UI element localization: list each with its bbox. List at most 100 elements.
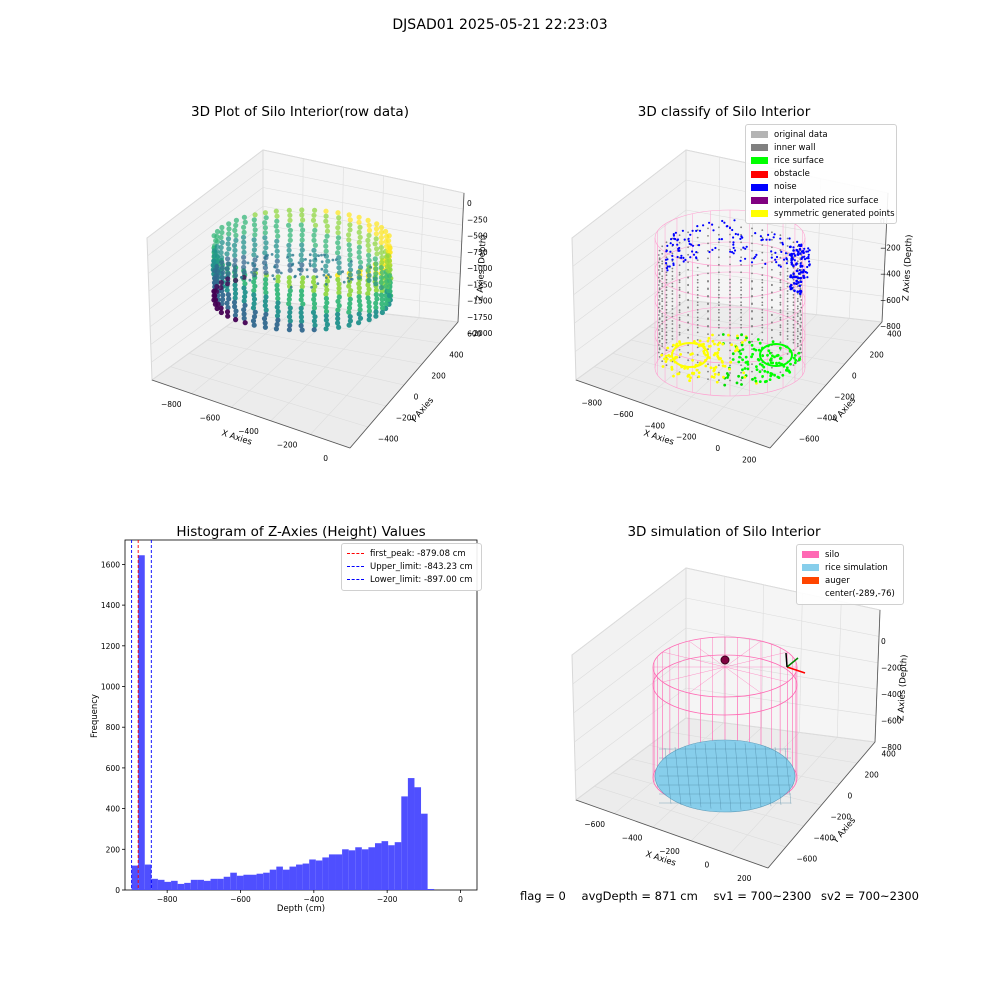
noise-point [750,261,754,264]
rice-surface-point [758,370,762,374]
rice-surface-point [778,346,782,350]
rice-surface-point [664,354,668,358]
status-footer: flag = 0 avgDepth = 871 cm sv1 = 700~230… [520,889,931,903]
grid-line [151,379,351,449]
data-point [385,268,392,274]
grid-line [761,584,764,728]
data-point [384,278,390,285]
histogram-bar [184,882,191,890]
inner-wall-point [729,319,731,322]
inner-wall-point [740,301,742,304]
inner-wall-point [671,327,674,330]
inner-wall-point [707,242,709,245]
data-point [218,234,224,241]
data-point [386,238,392,244]
data-point [385,253,391,259]
data-point [369,266,373,269]
data-point [386,301,392,307]
rice-surface-point [758,341,762,345]
inner-wall-point [779,294,782,297]
silo-ring [654,271,806,329]
p1-ylabel: Y Axies [408,395,436,426]
grid-line [685,239,885,271]
legend-swatch [802,577,819,585]
data-point [335,250,341,256]
data-point [294,274,297,278]
data-point [231,299,238,305]
noise-point [802,269,805,273]
inner-wall-point [661,330,664,333]
histogram-bar [276,866,283,890]
inner-wall-point [792,326,795,329]
rice-surface-point [727,333,730,337]
data-point [242,289,248,295]
legend-label: auger [825,575,850,586]
inner-wall-point [796,262,799,265]
y-tick-label: 1600 [101,560,120,569]
rice-surface-point [766,370,770,374]
inner-wall-point [687,291,689,294]
inner-wall-point [729,323,731,326]
noise-point [792,275,796,279]
data-point [287,237,293,243]
inner-wall-point [687,231,689,234]
inner-wall-point [792,356,795,359]
x-tick-label: 0 [458,895,463,904]
noise-point [797,276,800,280]
inner-wall-point [671,293,674,295]
noise-point [708,221,711,224]
data-point [365,267,371,273]
data-point [242,272,248,278]
data-point [255,267,259,271]
inner-wall-point [761,304,764,306]
noise-point [793,254,797,257]
data-point [214,288,220,295]
p1-y-tick: −200 [396,414,417,423]
p1-point-cloud [210,207,394,333]
data-point [312,252,318,258]
inner-wall-point [658,309,661,312]
inner-wall-point [678,371,681,374]
inner-wall-point [661,300,664,303]
rice-surface-point [720,359,724,363]
inner-wall-point [799,326,802,328]
data-point [386,243,392,249]
data-point [342,280,346,284]
data-point [308,262,312,266]
rice-surface-point [670,368,674,371]
noise-point [688,242,691,245]
inner-wall-point [678,264,681,267]
data-point [219,301,225,307]
inner-wall-point [799,264,802,267]
inner-wall-point [718,311,720,314]
histogram-bar [203,880,211,890]
inner-wall-point [761,326,764,329]
rice-surface-point [756,358,760,361]
inner-wall-point [779,256,782,259]
noise-point [806,271,809,274]
inner-wall-point [761,236,764,239]
inner-wall-point [661,270,664,273]
noise-point [791,257,794,261]
rice-surface-point [754,379,758,383]
noise-point [696,225,699,228]
data-point [262,320,268,326]
inner-wall-point [779,264,782,267]
data-point [287,309,293,315]
inner-wall-point [661,352,664,355]
rice-surface-point [699,361,702,365]
grid-line [573,209,687,296]
p1-z-tick: −250 [467,215,488,224]
inner-wall-point [718,323,720,326]
inner-wall-point [661,312,664,315]
data-point [366,304,372,310]
data-point [299,292,305,298]
silo-roof-line [724,651,788,668]
noise-point [795,275,798,279]
noise-point [739,237,742,240]
rice-surface-point [698,339,702,343]
data-point [251,262,257,268]
rice-surface-point [716,354,720,358]
histogram-bar [302,863,310,890]
grid-line [737,318,850,437]
